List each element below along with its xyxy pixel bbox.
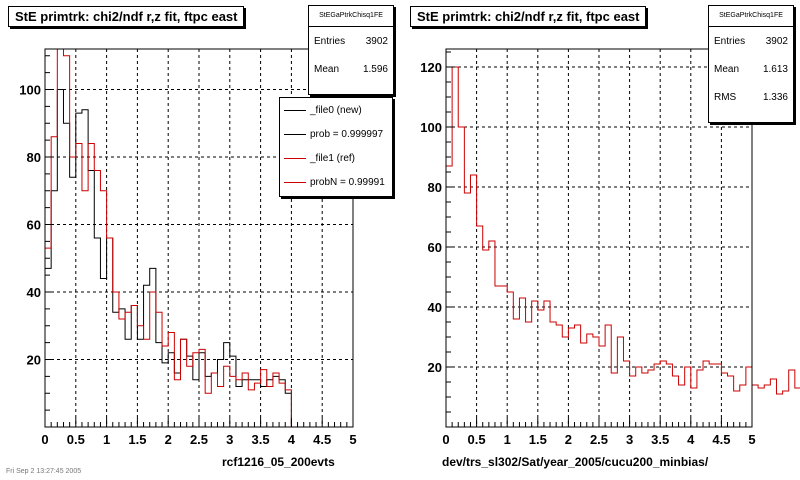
pad2-x-tick-label: 0: [442, 432, 449, 447]
pad1-histogram-series-1: [44, 48, 292, 427]
pad2-entries-label: Entries: [714, 35, 746, 47]
pad2-entries-value: 3902: [765, 35, 788, 47]
pad1-entries-label: Entries: [314, 35, 346, 47]
pad2-title-text: StE primtrk: chi2/ndf r,z fit, ftpc east: [417, 9, 640, 24]
legend-entry-probn: probN = 0.99991: [280, 170, 392, 194]
pad2-y-tick-label: 100: [420, 120, 442, 135]
legend-line-icon: [284, 109, 306, 111]
pad1-x-tick-label: 4: [288, 432, 296, 447]
pad1-x-tick-label: 2: [165, 432, 172, 447]
pad2-rms-label: RMS: [714, 91, 737, 103]
pad2-histogram-series-0: [445, 66, 800, 427]
legend-entry-file1: _file1 (ref): [280, 146, 392, 170]
pad1-x-tick-label: 3.5: [252, 432, 270, 447]
pad1-stats-name: StEGaPtrkChisq1FE: [309, 6, 393, 27]
pad1-entries-value: 3902: [365, 35, 388, 47]
pad2-x-tick-label: 0.5: [468, 432, 486, 447]
legend-label: prob = 0.999997: [310, 128, 384, 140]
legend-entry-file0: _file0 (new): [280, 98, 392, 122]
pad2-x-tick-label: 4.5: [712, 432, 730, 447]
pad1-title-text: StE primtrk: chi2/ndf r,z fit, ftpc east: [15, 9, 238, 24]
pad1-x-tick-label: 0: [41, 432, 48, 447]
pad2-x-tick-label: 3.5: [651, 432, 669, 447]
pad1-x-tick-label: 0.5: [67, 432, 85, 447]
pad2-stats-mean: Mean 1.613: [709, 55, 793, 83]
pad1-y-tick-label: 100: [19, 83, 41, 98]
pad2-x-tick-label: 1.5: [529, 432, 547, 447]
pad2-y-tick-label: 60: [428, 240, 442, 255]
pad2-y-tick-label: 120: [420, 60, 442, 75]
pad2-y-tick-label: 40: [428, 300, 442, 315]
pad1-mean-value: 1.596: [362, 63, 388, 75]
pad1-mean-label: Mean: [314, 63, 340, 75]
pad2-title: StE primtrk: chi2/ndf r,z fit, ftpc east: [410, 6, 647, 27]
pad2-stats-entries: Entries 3902: [709, 27, 793, 55]
pad2-mean-label: Mean: [714, 63, 740, 75]
pad1-x-tick-label: 4.5: [313, 432, 331, 447]
pad1-x-tick-label: 1: [103, 432, 110, 447]
pad1-stats-entries: Entries 3902: [309, 27, 393, 55]
legend-line-icon: [284, 157, 306, 159]
pad2-x-tick-label: 1: [504, 432, 511, 447]
pad2-x-tick-label: 2.5: [590, 432, 608, 447]
pad2-stats-rms: RMS 1.336: [709, 83, 793, 111]
legend-label: _file1 (ref): [310, 152, 356, 164]
pad1-x-tick-label: 3: [226, 432, 233, 447]
pad2-x-tick-label: 2: [565, 432, 572, 447]
pad2-stats-box: StEGaPtrkChisq1FE Entries 3902 Mean 1.61…: [708, 5, 794, 123]
pad1-legend: _file0 (new) prob = 0.999997 _file1 (ref…: [279, 97, 393, 197]
legend-label: _file0 (new): [310, 104, 362, 116]
pad2-x-tick-label: 4: [687, 432, 695, 447]
pad1-x-axis-title: rcf1216_05_200evts: [222, 455, 335, 469]
pad2-mean-value: 1.613: [762, 63, 788, 75]
pad2-x-axis-title: dev/trs_sl302/Sat/year_2005/cucu200_minb…: [442, 455, 709, 469]
pad2-y-tick-label: 80: [428, 180, 442, 195]
pad2-x-tick-label: 5: [748, 432, 755, 447]
legend-line-icon: [284, 133, 306, 135]
pad1-histogram-series-0: [44, 89, 292, 427]
pad1-stats-box: StEGaPtrkChisq1FE Entries 3902 Mean 1.59…: [308, 5, 394, 95]
legend-line-icon: [284, 181, 306, 183]
pad2-rms-value: 1.336: [762, 91, 788, 103]
pad1-y-tick-label: 40: [27, 285, 41, 300]
pad1-x-tick-label: 2.5: [190, 432, 208, 447]
pad2-x-tick-label: 3: [626, 432, 633, 447]
legend-label: probN = 0.99991: [310, 176, 385, 188]
pad1-y-tick-label: 80: [27, 150, 41, 165]
pad1-y-tick-label: 60: [27, 218, 41, 233]
pad2-y-tick-label: 20: [428, 360, 442, 375]
pad1-x-tick-label: 1.5: [128, 432, 146, 447]
footer-timestamp: Fri Sep 2 13:27:45 2005: [6, 468, 82, 475]
legend-entry-prob: prob = 0.999997: [280, 122, 392, 146]
pad1-x-tick-label: 5: [349, 432, 356, 447]
pad1-title: StE primtrk: chi2/ndf r,z fit, ftpc east: [8, 6, 245, 27]
pad1-y-tick-label: 20: [27, 353, 41, 368]
pad1-stats-mean: Mean 1.596: [309, 55, 393, 83]
pad2-stats-name: StEGaPtrkChisq1FE: [709, 6, 793, 27]
